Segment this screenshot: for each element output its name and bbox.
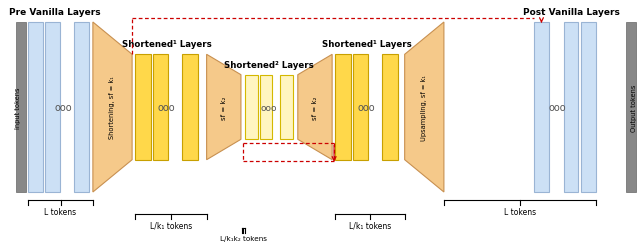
Bar <box>280 75 293 140</box>
Text: Pre Vanilla Layers: Pre Vanilla Layers <box>9 8 100 17</box>
Text: L/k₁ tokens: L/k₁ tokens <box>150 221 192 230</box>
Text: ooo: ooo <box>549 103 566 113</box>
Bar <box>45 23 60 192</box>
Bar <box>182 55 198 160</box>
Polygon shape <box>404 23 444 192</box>
Bar <box>74 23 89 192</box>
Bar <box>135 55 151 160</box>
Polygon shape <box>93 23 132 192</box>
Text: Shortened¹ Layers: Shortened¹ Layers <box>321 40 412 49</box>
Text: Input tokens: Input tokens <box>15 87 21 128</box>
Bar <box>260 75 272 140</box>
Text: ooo: ooo <box>157 103 175 113</box>
Text: L/k₁k₂ tokens: L/k₁k₂ tokens <box>220 235 267 241</box>
Bar <box>28 23 43 192</box>
Text: Shortened² Layers: Shortened² Layers <box>224 60 314 69</box>
Bar <box>17 23 26 192</box>
Bar <box>627 23 636 192</box>
Bar <box>153 55 168 160</box>
Bar <box>382 55 398 160</box>
Text: ooo: ooo <box>54 103 72 113</box>
Text: L/k₁ tokens: L/k₁ tokens <box>349 221 391 230</box>
Polygon shape <box>298 55 332 160</box>
Text: sf = k₂: sf = k₂ <box>312 96 318 119</box>
Bar <box>534 23 549 192</box>
Text: L tokens: L tokens <box>504 207 536 216</box>
Bar <box>245 75 258 140</box>
Bar <box>353 55 369 160</box>
Bar <box>335 55 351 160</box>
Text: L tokens: L tokens <box>44 207 77 216</box>
Polygon shape <box>207 55 241 160</box>
Text: Shortening, sf = k₁: Shortening, sf = k₁ <box>109 76 115 139</box>
Text: Post Vanilla Layers: Post Vanilla Layers <box>523 8 620 17</box>
Text: ooo: ooo <box>260 103 277 112</box>
Text: Upsampling, sf = k₁: Upsampling, sf = k₁ <box>421 75 428 140</box>
Bar <box>581 23 596 192</box>
Bar <box>564 23 578 192</box>
Text: ooo: ooo <box>358 103 375 113</box>
Text: Output tokens: Output tokens <box>631 84 637 131</box>
Text: sf = k₂: sf = k₂ <box>221 96 227 119</box>
Text: Shortened¹ Layers: Shortened¹ Layers <box>122 40 211 49</box>
